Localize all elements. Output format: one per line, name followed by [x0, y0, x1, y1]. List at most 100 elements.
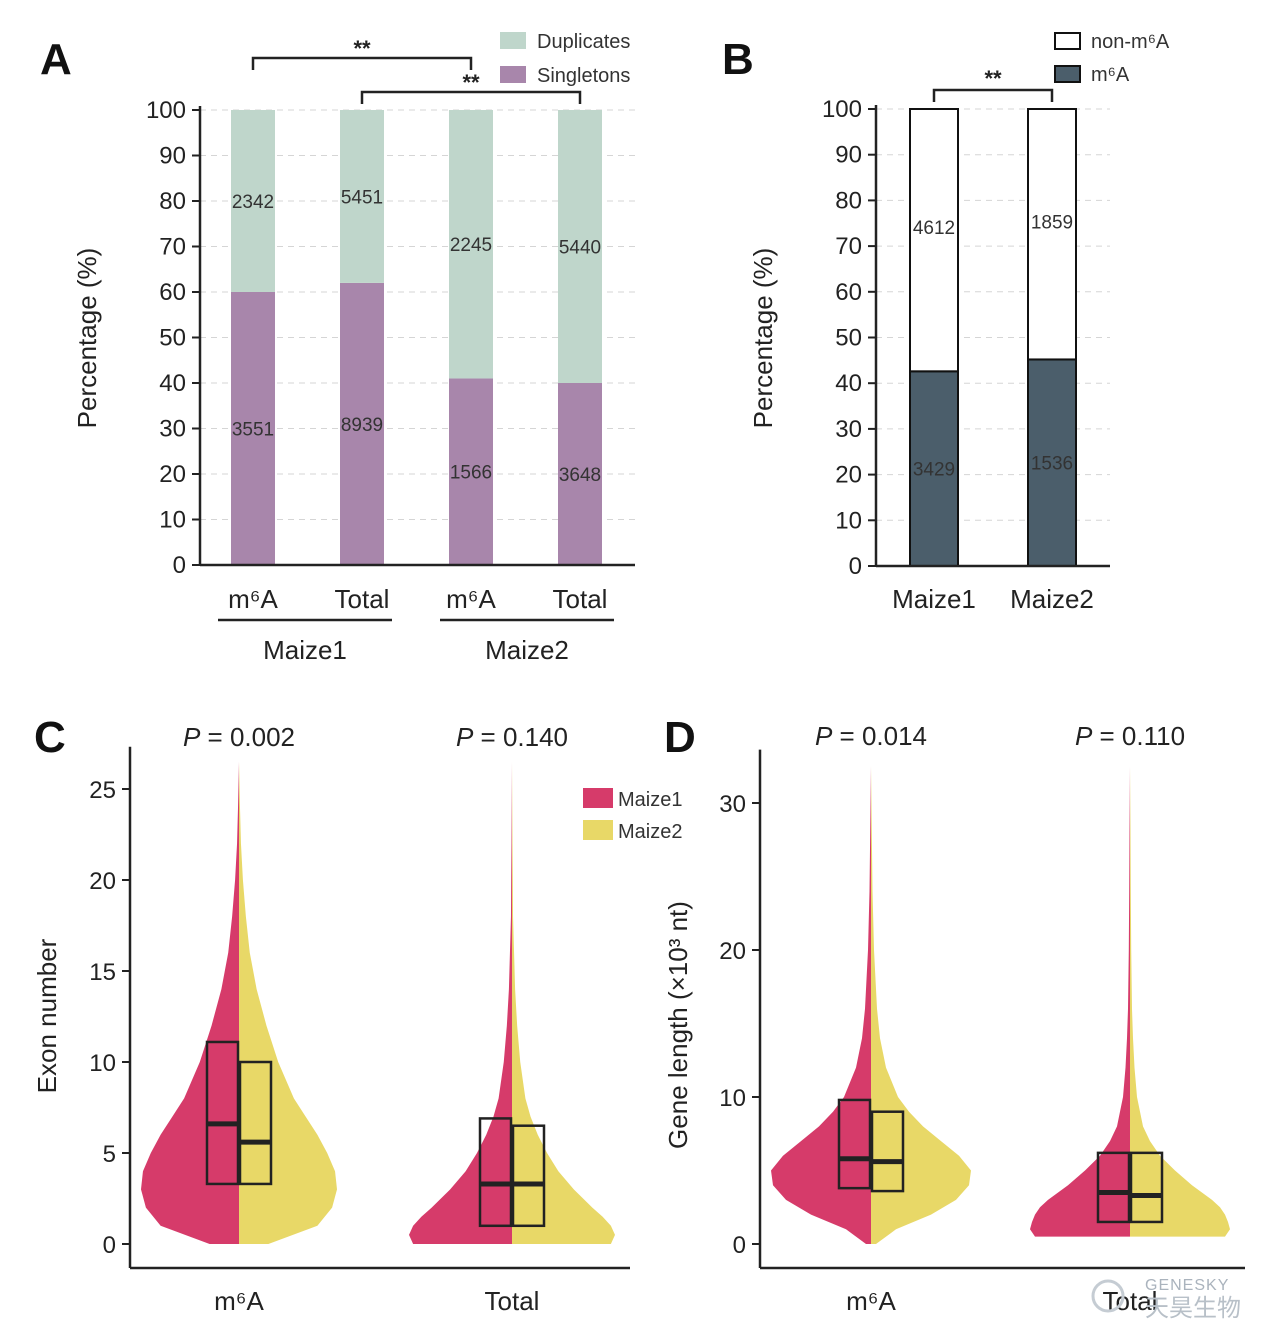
x-category-label: m⁶A	[846, 1286, 896, 1316]
box	[870, 1110, 905, 1193]
y-tick-label: 20	[719, 938, 746, 965]
box	[205, 1040, 240, 1186]
legend-swatch-maize2	[583, 820, 613, 840]
bar-label-singletons: 3648	[559, 465, 601, 486]
bar-singletons	[558, 383, 602, 565]
y-tick-label: 90	[159, 143, 186, 170]
bar-label-non-m6a: 1859	[1031, 213, 1073, 234]
significance-bracket	[932, 88, 1054, 102]
panel-letter-a: A	[40, 35, 72, 84]
y-tick-label: 20	[835, 462, 862, 489]
significance-label: **	[984, 66, 1002, 91]
bar-singletons	[449, 378, 493, 565]
box	[511, 1124, 546, 1228]
box	[837, 1098, 872, 1190]
bar-singletons	[231, 292, 275, 565]
y-tick-label: 80	[159, 188, 186, 215]
y-tick-label: 20	[89, 868, 116, 895]
violin-half-maize1	[409, 761, 512, 1244]
box	[1096, 1151, 1131, 1224]
x-category-label: Total	[553, 584, 608, 614]
violin-half-maize1	[771, 766, 871, 1244]
y-tick-label: 20	[159, 461, 186, 488]
y-tick-label: 90	[835, 142, 862, 169]
legend-label-singletons: Singletons	[537, 65, 630, 87]
y-tick-label: 0	[173, 552, 186, 579]
significance-label: **	[353, 36, 371, 61]
legend-swatch-non-m6a	[1054, 32, 1081, 50]
y-tick-label: 10	[159, 507, 186, 534]
box	[238, 1060, 273, 1186]
x-category-label: m⁶A	[446, 584, 496, 614]
y-tick-label: 30	[835, 416, 862, 443]
x-category-label: Total	[485, 1286, 540, 1316]
y-tick-label: 0	[733, 1232, 746, 1259]
violin-half-maize2	[239, 761, 337, 1244]
y-tick-label: 10	[89, 1050, 116, 1077]
y-tick-label: 80	[835, 187, 862, 214]
violin-half-maize2	[871, 766, 971, 1244]
bar-label-m6a: 1536	[1031, 454, 1073, 475]
panel-letter-b: B	[722, 35, 754, 84]
bar-non-m6a	[909, 108, 959, 373]
y-tick-label: 0	[849, 553, 862, 580]
bar-label-duplicates: 2245	[450, 235, 492, 256]
y-tick-label: 25	[89, 777, 116, 804]
y-axis-title: Exon number	[32, 938, 62, 1093]
y-tick-label: 10	[835, 507, 862, 534]
x-category-label: m⁶A	[228, 584, 278, 614]
violin-half-maize2	[1130, 766, 1230, 1237]
y-tick-label: 30	[159, 416, 186, 443]
watermark-logo-icon	[1091, 1279, 1125, 1313]
legend-label-maize1: Maize1	[618, 789, 682, 811]
p-value-label: P = 0.002	[183, 722, 295, 752]
significance-label: **	[462, 70, 480, 95]
legend-swatch-duplicates	[500, 32, 526, 49]
bar-duplicates	[340, 110, 384, 283]
panel-letter-c: C	[34, 713, 66, 762]
y-axis-title: Gene length (×10³ nt)	[663, 901, 693, 1149]
bar-m6a	[1027, 358, 1077, 567]
bar-duplicates	[558, 110, 602, 383]
y-tick-label: 70	[835, 233, 862, 260]
legend-label-m6a: m⁶A	[1091, 64, 1130, 86]
y-tick-label: 0	[103, 1232, 116, 1259]
p-value-label: P = 0.014	[815, 721, 927, 751]
panel-letter-d: D	[664, 713, 696, 762]
box	[478, 1117, 513, 1228]
bar-label-non-m6a: 4612	[913, 218, 955, 239]
violin-half-maize2	[512, 761, 615, 1244]
y-tick-label: 40	[159, 370, 186, 397]
violin-half-maize1	[1030, 766, 1130, 1237]
y-tick-label: 30	[719, 791, 746, 818]
watermark-en: GENESKY	[1145, 1277, 1229, 1294]
chart-a: 0 10 20 30 40 50 60 70 80 90 100 3551 2342 m⁶A 8939 545…	[72, 31, 635, 665]
legend-swatch-maize1	[583, 788, 613, 808]
p-value-label: P = 0.140	[456, 722, 568, 752]
legend-swatch-singletons	[500, 66, 526, 83]
bar-label-duplicates: 5440	[559, 238, 601, 259]
significance-bracket	[251, 56, 473, 70]
y-tick-label: 50	[835, 325, 862, 352]
y-tick-label: 60	[835, 279, 862, 306]
bar-label-duplicates: 2342	[232, 192, 274, 213]
bar-duplicates	[231, 110, 275, 292]
y-tick-label: 100	[822, 96, 862, 123]
y-tick-label: 70	[159, 234, 186, 261]
legend-label-non-m6a: non-m⁶A	[1091, 31, 1170, 53]
bar-singletons	[340, 282, 384, 565]
x-category-label: Maize2	[1010, 584, 1094, 614]
y-tick-label: 60	[159, 279, 186, 306]
y-tick-label: 5	[103, 1141, 116, 1168]
violin-half-maize1	[141, 761, 239, 1244]
legend-label-maize2: Maize2	[618, 821, 682, 843]
y-tick-label: 15	[89, 959, 116, 986]
x-category-label: m⁶A	[214, 1286, 264, 1316]
group-label: Maize1	[263, 635, 347, 665]
y-axis-title: Percentage (%)	[748, 248, 778, 429]
bar-label-singletons: 1566	[450, 463, 492, 484]
watermark: GENESKY 天昊生物	[1091, 1277, 1241, 1322]
chart-c: 0 5 10 15 20 25 m⁶A P = 0.002 Total P = 0.140 Exon…	[32, 722, 682, 1316]
